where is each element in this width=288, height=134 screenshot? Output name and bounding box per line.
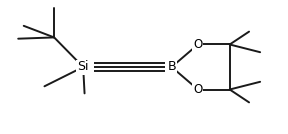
Text: Si: Si: [77, 60, 89, 74]
Text: B: B: [167, 60, 176, 74]
Text: O: O: [193, 83, 202, 96]
Text: O: O: [193, 38, 202, 51]
